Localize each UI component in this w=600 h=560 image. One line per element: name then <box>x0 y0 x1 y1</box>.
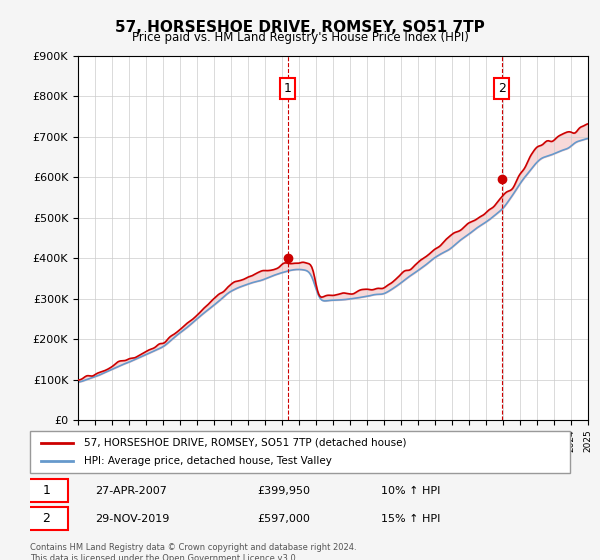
Text: Price paid vs. HM Land Registry's House Price Index (HPI): Price paid vs. HM Land Registry's House … <box>131 31 469 44</box>
Text: Contains HM Land Registry data © Crown copyright and database right 2024.
This d: Contains HM Land Registry data © Crown c… <box>30 543 356 560</box>
Text: 10% ↑ HPI: 10% ↑ HPI <box>381 486 440 496</box>
FancyBboxPatch shape <box>25 507 68 530</box>
Text: 27-APR-2007: 27-APR-2007 <box>95 486 167 496</box>
Text: 1: 1 <box>284 82 292 95</box>
Text: 57, HORSESHOE DRIVE, ROMSEY, SO51 7TP (detached house): 57, HORSESHOE DRIVE, ROMSEY, SO51 7TP (d… <box>84 438 407 448</box>
Text: £597,000: £597,000 <box>257 514 310 524</box>
Text: 2: 2 <box>42 512 50 525</box>
Text: 1: 1 <box>42 484 50 497</box>
Text: HPI: Average price, detached house, Test Valley: HPI: Average price, detached house, Test… <box>84 456 332 466</box>
FancyBboxPatch shape <box>25 479 68 502</box>
Text: 15% ↑ HPI: 15% ↑ HPI <box>381 514 440 524</box>
Text: 29-NOV-2019: 29-NOV-2019 <box>95 514 169 524</box>
FancyBboxPatch shape <box>30 431 570 473</box>
Text: 2: 2 <box>497 82 506 95</box>
Text: £399,950: £399,950 <box>257 486 310 496</box>
Text: 57, HORSESHOE DRIVE, ROMSEY, SO51 7TP: 57, HORSESHOE DRIVE, ROMSEY, SO51 7TP <box>115 20 485 35</box>
